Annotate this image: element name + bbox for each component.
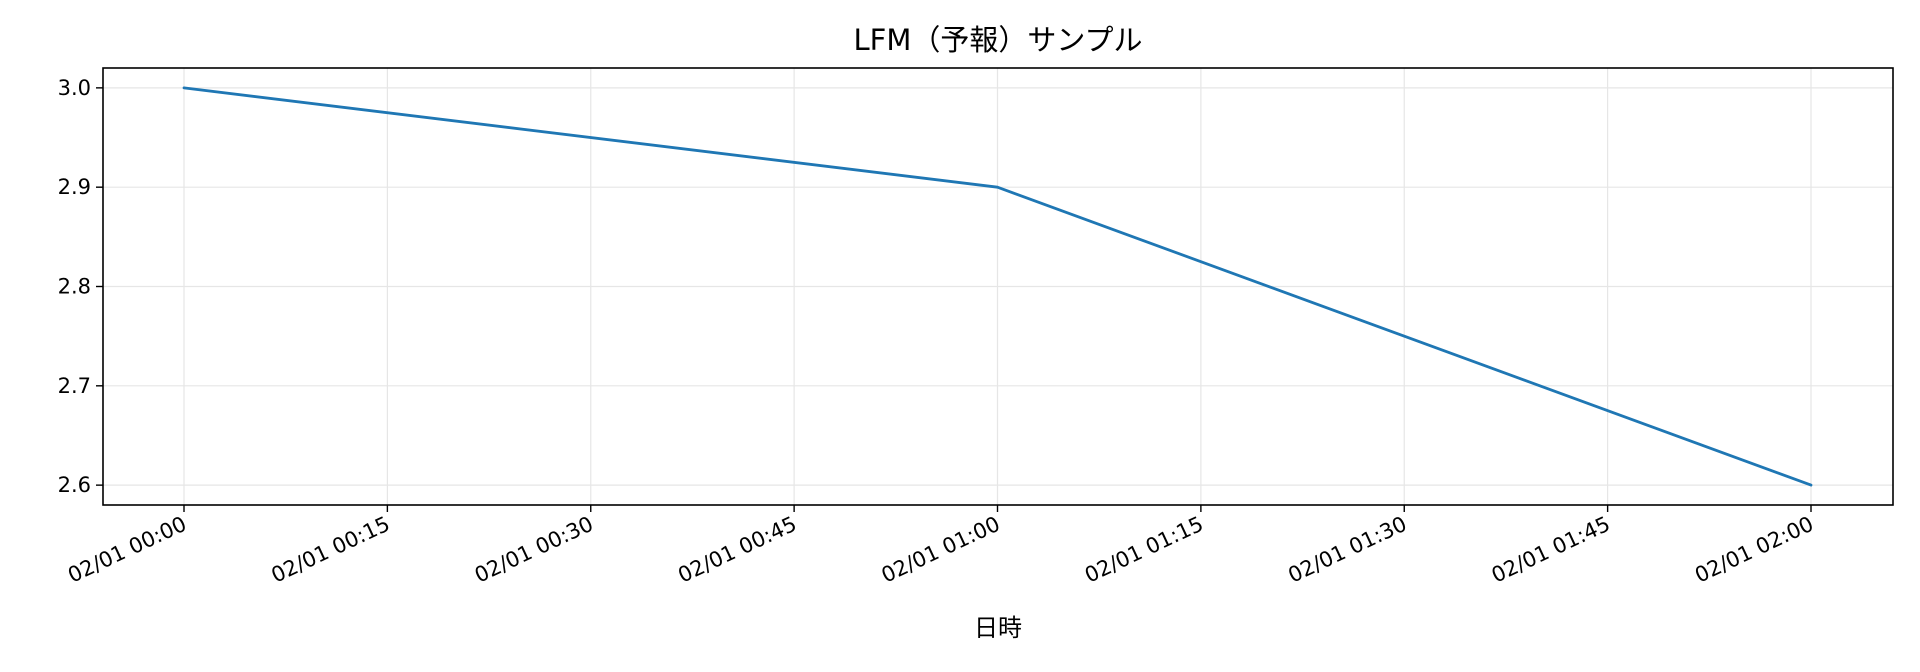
y-tick-label: 2.9	[58, 175, 91, 199]
x-tick-label: 02/01 00:30	[471, 512, 597, 588]
x-tick-label: 02/01 00:15	[268, 512, 394, 588]
x-tick-label: 02/01 01:00	[878, 512, 1004, 588]
series-group	[182, 86, 1813, 487]
chart-title: LFM（予報）サンプル	[854, 23, 1143, 57]
x-tick-label: 02/01 01:30	[1284, 512, 1410, 588]
y-tick-label: 2.6	[58, 473, 91, 497]
y-tick-label: 2.7	[58, 374, 91, 398]
x-tick-label: 02/01 01:45	[1488, 512, 1614, 588]
x-axis-title: 日時	[974, 614, 1022, 642]
x-tick-label: 02/01 02:00	[1691, 512, 1817, 588]
x-tick-label: 02/01 00:00	[64, 512, 190, 588]
y-tick-label: 3.0	[58, 76, 91, 100]
x-axis: 02/01 00:00 02/01 00:15 02/01 00:30 02/01 0…	[64, 505, 1817, 588]
series-line	[182, 86, 1813, 487]
y-axis: 2.6 2.7 2.8 2.9 3.0	[58, 76, 103, 497]
gridlines	[103, 68, 1893, 505]
y-tick-label: 2.8	[58, 275, 91, 299]
x-tick-label: 02/01 01:15	[1081, 512, 1207, 588]
x-tick-label: 02/01 00:45	[674, 512, 800, 588]
